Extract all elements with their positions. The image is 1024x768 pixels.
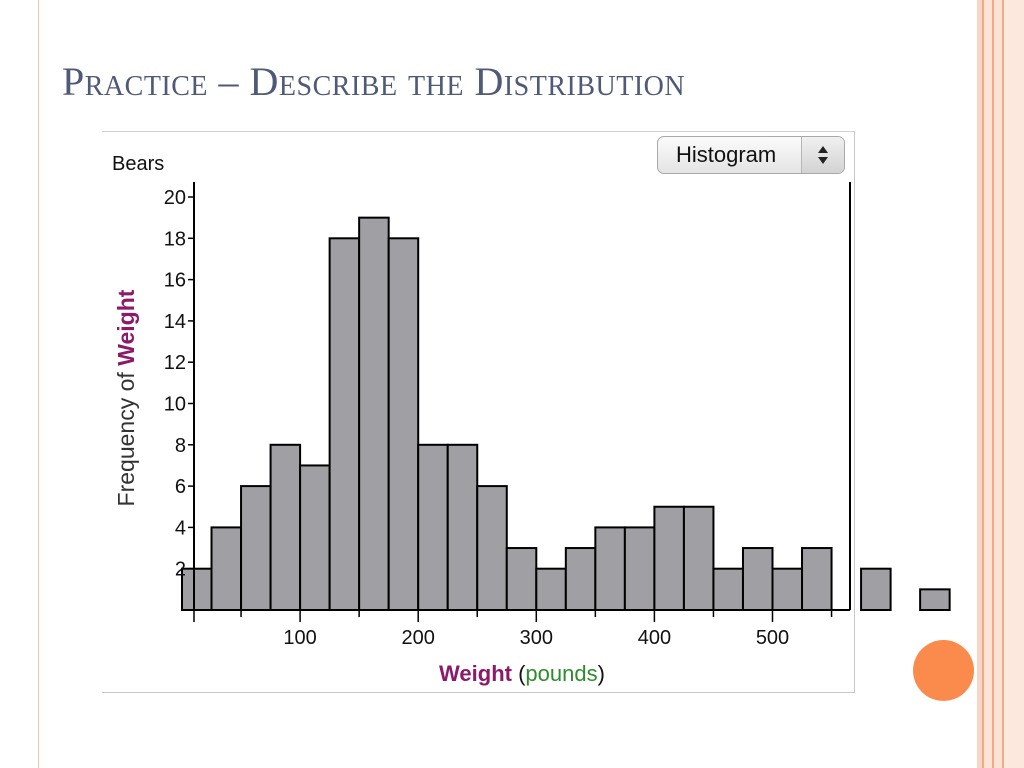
histogram-bar [387,237,420,612]
right-border-stripe [1004,0,1024,768]
right-border-stripe [992,0,994,768]
plot-type-label: Histogram [676,142,777,167]
y-tick-label: 8 [175,435,186,457]
histogram-bar [594,526,626,612]
slide-title: Practice – Describe the Distribution [62,59,686,104]
histogram-bar [771,567,804,612]
x-axis-paren: ( [512,661,526,686]
histogram-bar [801,547,833,611]
x-axis-variable: Weight [439,661,513,686]
histogram-bar [358,216,390,611]
histogram-bar [299,464,331,612]
y-tick-label: 2 [175,559,186,581]
y-tick-label: 6 [175,476,186,498]
y-tick-label: 18 [164,228,186,250]
x-axis-unit: pounds [525,661,597,686]
right-border-stripe [994,0,1002,768]
histogram-bar [564,547,597,611]
y-axis-prefix: Frequency of [113,366,139,507]
histogram-bar [240,485,272,612]
y-tick-label: 12 [164,352,186,374]
histogram-bar [860,567,892,612]
histogram-bar [535,567,567,612]
up-down-arrows-icon[interactable] [801,137,844,173]
x-tick-label: 500 [756,627,789,649]
histogram-bar [712,567,744,612]
histogram-bar [476,485,508,612]
histogram-bar [653,505,685,611]
y-axis-title: Frequency of Weight [113,289,139,506]
right-border-stripe [982,0,984,768]
y-axis-variable: Weight [113,289,139,366]
x-axis-title: Weight (pounds) [439,661,605,686]
histogram-bar [269,443,302,611]
x-tick-label: 300 [520,627,553,649]
x-axis-paren: ) [598,661,605,686]
chart-frame [102,131,855,693]
histogram-bar [741,547,774,611]
y-tick-label: 4 [175,517,186,539]
y-tick-label: 14 [164,311,186,333]
histogram-bar [210,526,243,612]
y-tick-label: 16 [164,270,186,292]
x-tick-label: 100 [283,627,316,649]
histogram-bar [919,588,951,611]
histogram-bar [446,443,479,611]
chevron-up-icon [818,146,828,153]
decorative-circle [913,640,974,701]
y-tick-label: 10 [164,394,186,416]
plot-type-select[interactable]: Histogram [657,136,845,174]
right-border-stripe [984,0,992,768]
chevron-down-icon [818,157,828,164]
histogram-bar [417,443,449,611]
x-tick-label: 400 [638,627,671,649]
y-tick-label: 20 [164,187,186,209]
x-tick-label: 200 [402,627,435,649]
histogram-bar [623,526,656,612]
right-border-stripe [1002,0,1004,768]
left-border-line [38,0,39,768]
dataset-name: Bears [112,153,164,175]
histogram-bar [505,547,538,611]
histogram-bar [682,505,715,611]
right-border-stripe [977,0,982,768]
histogram-bar [328,237,361,612]
histogram-bar [181,567,213,612]
stepper-icon [818,146,828,164]
